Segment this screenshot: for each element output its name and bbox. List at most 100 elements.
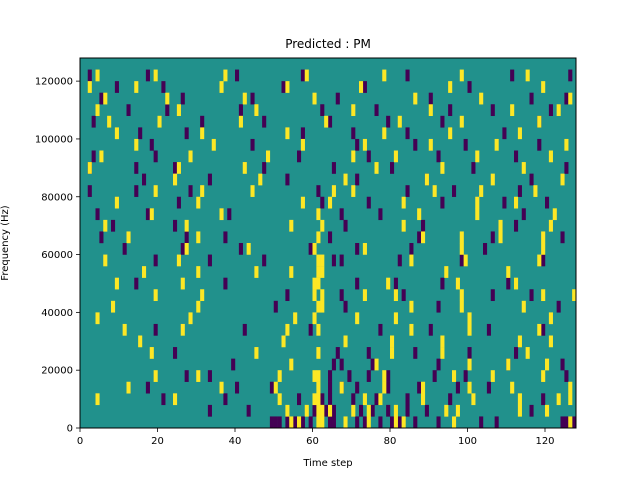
heatmap-cell	[463, 254, 468, 267]
heatmap-cell	[529, 92, 534, 105]
heatmap-cell	[196, 370, 201, 382]
heatmap-cell	[564, 92, 569, 105]
heatmap-cell	[355, 243, 360, 255]
heatmap-cell	[502, 196, 507, 209]
heatmap-cell	[250, 138, 255, 151]
heatmap-cell	[390, 162, 395, 174]
heatmap-cell	[537, 138, 542, 151]
heatmap-cell	[312, 277, 317, 290]
heatmap-cell	[254, 347, 259, 359]
heatmap-cell	[200, 115, 205, 128]
heatmap-cell	[173, 173, 178, 186]
heatmap-cell	[289, 219, 294, 232]
heatmap-cell	[548, 335, 553, 348]
heatmap-cell	[436, 358, 441, 371]
heatmap-cell	[494, 138, 499, 151]
heatmap-cell	[409, 243, 414, 255]
heatmap-cell	[490, 231, 495, 244]
heatmap-cell	[335, 347, 340, 359]
heatmap-cell	[351, 150, 356, 163]
heatmap-cell	[568, 69, 573, 82]
heatmap-cell	[134, 185, 139, 197]
heatmap-cell	[312, 404, 317, 417]
heatmap-cell	[153, 150, 158, 163]
heatmap-cell	[490, 370, 495, 382]
heatmap-cell	[273, 416, 278, 429]
heatmap-cell	[312, 370, 317, 382]
heatmap-cell	[436, 300, 441, 313]
heatmap-cell	[142, 173, 147, 186]
heatmap-cell	[452, 416, 457, 429]
heatmap-cell	[355, 416, 360, 429]
heatmap-cell	[149, 347, 154, 359]
heatmap-cell	[432, 370, 437, 382]
heatmap-cell	[324, 404, 329, 417]
heatmap-cell	[405, 393, 410, 406]
heatmap-cell	[103, 254, 108, 267]
heatmap-cell	[374, 358, 379, 371]
heatmap-cell	[393, 277, 398, 290]
heatmap-cell	[242, 323, 247, 336]
heatmap-cell	[87, 162, 92, 174]
heatmap-cell	[525, 347, 530, 359]
heatmap-cell	[393, 150, 398, 163]
heatmap-cell	[180, 92, 185, 105]
heatmap-cell	[343, 335, 348, 348]
heatmap-cell	[87, 81, 92, 93]
heatmap-cell	[463, 370, 468, 382]
heatmap-cell	[397, 254, 402, 267]
heatmap-cell	[331, 404, 336, 417]
heatmap-cell	[417, 231, 422, 244]
heatmap-cell	[188, 185, 193, 197]
heatmap-cell	[312, 393, 317, 406]
heatmap-cell	[386, 381, 391, 394]
heatmap-cell	[308, 323, 313, 336]
heatmap-cell	[126, 104, 131, 117]
heatmap-cell	[359, 81, 364, 93]
heatmap-cell	[498, 219, 503, 232]
heatmap-cell	[328, 416, 333, 429]
heatmap-cell	[545, 196, 550, 209]
x-tick-label: 40	[229, 436, 242, 447]
heatmap-cell	[521, 208, 526, 221]
heatmap-cell	[293, 312, 298, 325]
heatmap-cell	[145, 69, 150, 82]
heatmap-cell	[87, 185, 92, 197]
heatmap-cell	[339, 254, 344, 267]
heatmap-cell	[238, 243, 243, 255]
plot-frame	[79, 57, 577, 429]
heatmap-cell	[238, 104, 243, 117]
heatmap-cell	[374, 104, 379, 117]
heatmap-cell	[316, 370, 321, 382]
heatmap-cell	[541, 81, 546, 93]
heatmap-cell	[475, 208, 480, 221]
heatmap-cell	[200, 289, 205, 302]
heatmap-cell	[452, 370, 457, 382]
heatmap-cell	[362, 416, 367, 429]
heatmap-cell	[568, 416, 573, 429]
heatmap-cell	[413, 138, 418, 151]
heatmap-cell	[506, 266, 511, 278]
heatmap-cell	[180, 277, 185, 290]
heatmap-cell	[300, 138, 305, 151]
heatmap-cell	[285, 289, 290, 302]
heatmap-cell	[153, 185, 158, 197]
heatmap-cell	[200, 185, 205, 197]
heatmap-cell	[537, 323, 542, 336]
heatmap-cell	[386, 404, 391, 417]
heatmap-cell	[514, 347, 519, 359]
heatmap-cell	[273, 381, 278, 394]
heatmap-cell	[498, 231, 503, 244]
heatmap-cell	[339, 358, 344, 371]
heatmap-cell	[242, 162, 247, 174]
heatmap-cell	[455, 381, 460, 394]
heatmap-cell	[440, 277, 445, 290]
heatmap-cell	[413, 347, 418, 359]
heatmap-cell	[548, 104, 553, 117]
heatmap-cell	[165, 104, 170, 117]
heatmap-cell	[91, 115, 96, 128]
heatmap-cell	[459, 243, 464, 255]
heatmap-cell	[219, 208, 224, 221]
heatmap-cell	[541, 254, 546, 267]
heatmap-cell	[521, 300, 526, 313]
